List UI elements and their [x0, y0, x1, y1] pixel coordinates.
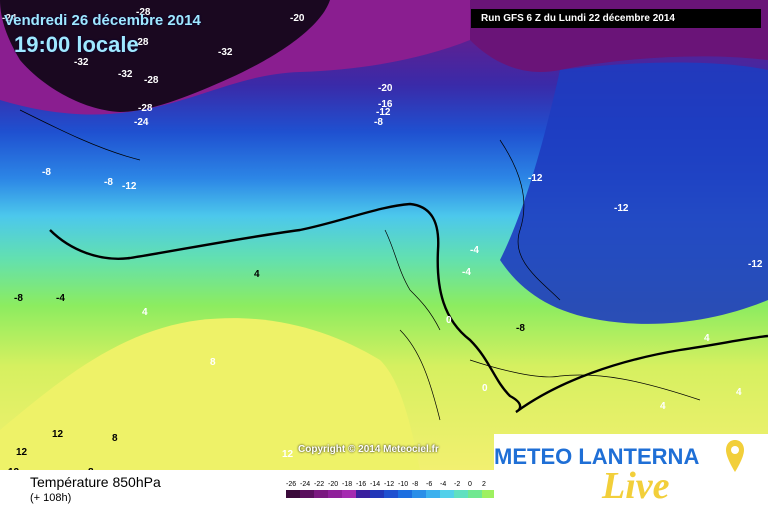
isotherm-label: 8 [88, 467, 94, 470]
coastline [384, 229, 701, 421]
scale-tick-label: -20 [328, 481, 338, 488]
scale-swatch [286, 490, 300, 498]
scale-tick-label: -14 [370, 481, 380, 488]
isotherm-label: 12 [8, 467, 20, 470]
isotherm-label: 4 [736, 387, 742, 398]
forecast-date: Vendredi 26 décembre 2014 [4, 12, 201, 29]
logo-tagline: Live [602, 465, 670, 507]
scale-swatch [426, 490, 440, 498]
isotherm-label: -24 [2, 13, 17, 24]
scale-swatch [370, 490, 384, 498]
legend-title: Température 850hPa [30, 474, 161, 490]
legend-subtitle: (+ 108h) [30, 492, 72, 504]
scale-swatch [356, 490, 370, 498]
model-run-banner: Run GFS 6 Z du Lundi 22 décembre 2014 [471, 9, 761, 28]
isotherm-label: -8 [516, 323, 525, 334]
scale-tick-label: -24 [300, 481, 310, 488]
scale-tick-label: 2 [482, 481, 486, 488]
meteo-lanterna-logo: METEO LANTERNA Live [494, 434, 768, 512]
logo-brand: METEO LANTERNA [494, 444, 700, 469]
scale-tick-label: -12 [384, 481, 394, 488]
scale-tick-label: -16 [356, 481, 366, 488]
warm-air-mass [0, 318, 420, 470]
isotherm-label: 12 [52, 429, 64, 440]
temperature-map: -24-28-20-28-32-32-32-28-28-24-20-16-12-… [0, 0, 768, 470]
isotherm-label: 0 [482, 383, 488, 394]
color-scale: -26 -24 -22 -20 -18 -16 -14 -12 -10 -8 -6 -4 -2 0 2 [286, 481, 496, 498]
isotherm-label: -12 [614, 203, 629, 214]
copyright-notice: Copyright © 2014 Meteociel.fr [298, 444, 439, 455]
scale-tick-label: -2 [454, 481, 460, 488]
isotherm-label: -16 [378, 99, 393, 110]
scale-swatch [300, 490, 314, 498]
scale-tick-label: -8 [412, 481, 418, 488]
isotherm-label: -4 [56, 293, 65, 304]
isotherm-label: 12 [16, 447, 28, 458]
isotherm-label: -4 [462, 267, 471, 278]
scale-swatch [440, 490, 454, 498]
isotherm-label: -12 [376, 107, 391, 118]
isotherm-label: -12 [122, 181, 137, 192]
isotherm-label: 4 [142, 307, 148, 318]
isotherm-label: -12 [748, 259, 763, 270]
isotherm-label: -20 [378, 83, 393, 94]
scale-swatch [482, 490, 496, 498]
isotherm-label: 4 [704, 333, 710, 344]
scale-swatch [398, 490, 412, 498]
scale-swatch [342, 490, 356, 498]
scale-tick-label: -22 [314, 481, 324, 488]
isotherm-label: 0 [446, 315, 452, 326]
scale-swatch [328, 490, 342, 498]
isotherm-label: -32 [218, 47, 233, 58]
scandinavia-coast [499, 139, 561, 301]
isotherm-label-group: -24-28-20-28-32-32-32-28-28-24-20-16-12-… [2, 7, 763, 470]
isotherm-label: -8 [42, 167, 51, 178]
isotherm-label: -28 [144, 75, 159, 86]
scale-swatch [468, 490, 482, 498]
isotherm-label: -28 [134, 37, 149, 48]
forecast-time: 19:00 locale [14, 32, 139, 57]
zero-isotherm [49, 202, 768, 414]
scale-tick-label: -10 [398, 481, 408, 488]
scale-swatch [314, 490, 328, 498]
isotherm-label: 4 [660, 401, 666, 412]
isotherm-label: 4 [254, 269, 260, 280]
location-pin-icon [726, 440, 744, 472]
isotherm-label: 8 [112, 433, 118, 444]
isotherm-label: -8 [374, 117, 383, 128]
isotherm-label: -28 [138, 103, 153, 114]
isotherm-label: -32 [74, 57, 89, 68]
scale-swatch [412, 490, 426, 498]
cold-pool-east [500, 62, 768, 324]
isotherm-label: -32 [118, 69, 133, 80]
cold-core-black [0, 0, 330, 112]
scale-swatch [384, 490, 398, 498]
isotherm-label: 8 [210, 357, 216, 368]
scale-tick-label: -26 [286, 481, 296, 488]
isotherm-label: -4 [470, 245, 479, 256]
isotherm-label: -24 [134, 117, 149, 128]
isotherm-label: 12 [282, 449, 294, 460]
scale-swatch [454, 490, 468, 498]
isotherm-label: -8 [104, 177, 113, 188]
scale-tick-label: -6 [426, 481, 432, 488]
isotherm-label: -12 [528, 173, 543, 184]
scale-tick-label: -18 [342, 481, 352, 488]
isotherm-label: -8 [14, 293, 23, 304]
greenland-coast [19, 109, 141, 161]
scale-tick-label: 0 [468, 481, 472, 488]
isotherm-label: -28 [136, 7, 151, 18]
isotherm-label: -20 [290, 13, 305, 24]
scale-tick-label: -4 [440, 481, 446, 488]
